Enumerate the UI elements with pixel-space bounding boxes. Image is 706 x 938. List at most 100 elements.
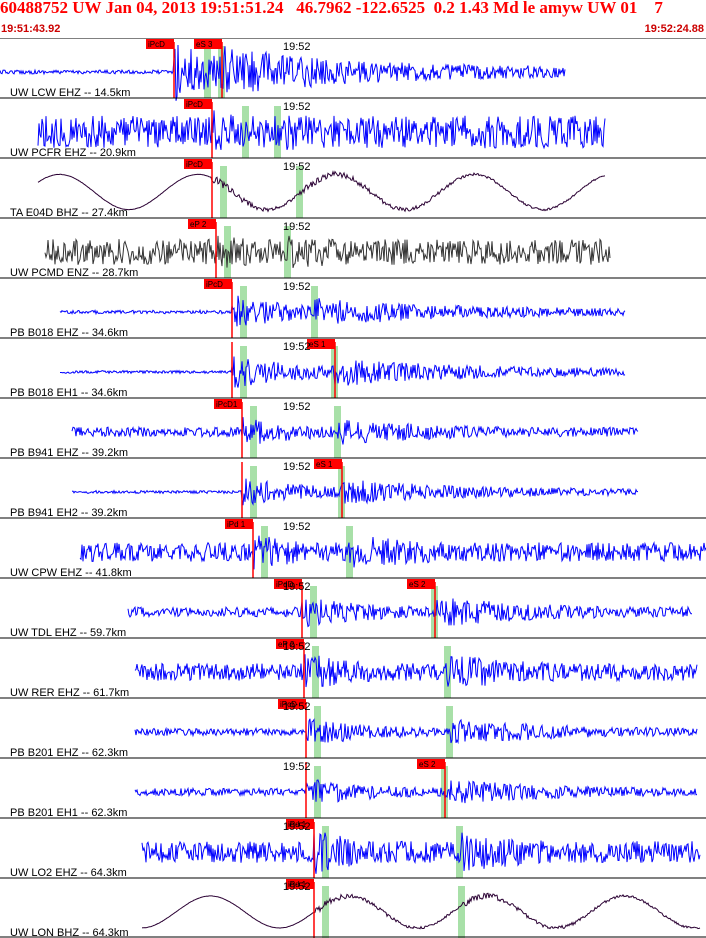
trace-panel: iPcD 19:52 UW PCFR EHZ -- 20.9km xyxy=(0,97,706,159)
p-pick-flag xyxy=(146,39,174,49)
s-pick-flag xyxy=(407,579,435,589)
channel-label: UW RER EHZ -- 61.7km xyxy=(10,687,129,699)
channel-label: PB B201 EHZ -- 62.3km xyxy=(10,747,128,759)
p-pick-label: iPd 1 xyxy=(227,520,246,529)
channel-label: UW LO2 EHZ -- 64.3km xyxy=(10,867,127,879)
waveform xyxy=(71,417,639,445)
time-tick-label: 19:52 xyxy=(283,761,311,773)
channel-label: UW PCMD ENZ -- 28.7km xyxy=(10,267,138,279)
event-title: 60488752 UW Jan 04, 2013 19:51:51.24 46.… xyxy=(0,0,663,17)
time-tick-label: 19:52 xyxy=(283,821,311,833)
p-pick-flag xyxy=(278,699,306,709)
s-pick-label: eS 1 xyxy=(309,340,326,349)
channel-label: PB B018 EH1 -- 34.6km xyxy=(10,387,127,399)
s-pick-flag xyxy=(417,759,445,769)
p-pick-label: iPdD xyxy=(276,580,294,589)
time-tick-label: 19:52 xyxy=(283,341,311,353)
waveform xyxy=(71,478,639,506)
channel-label: PB B941 EH2 -- 39.2km xyxy=(10,507,127,519)
s-window xyxy=(458,886,465,938)
s-window xyxy=(444,646,451,698)
time-tick-label: 19:52 xyxy=(283,401,311,413)
p-pick-flag xyxy=(286,879,314,889)
p-pick-label: iPd 1 xyxy=(288,820,307,829)
p-pick-label: iPcD1 xyxy=(216,400,238,409)
p-pick-label: iPd 1 xyxy=(288,880,307,889)
trace-panel: eP 2 19:52 UW PCMD ENZ -- 28.7km xyxy=(0,217,706,279)
trace-panel: iPcD1 19:52 PB B941 EHZ -- 39.2km xyxy=(0,397,706,459)
trace-panel: iPdD eS 2 19:52 UW TDL EHZ -- 59.7km xyxy=(0,577,706,639)
p-pick-label: iPcD xyxy=(206,280,223,289)
channel-label: PB B201 EH1 -- 62.3km xyxy=(10,807,127,819)
p-pick-flag xyxy=(274,579,302,589)
p-window xyxy=(240,286,247,338)
p-window xyxy=(322,886,329,938)
s-window xyxy=(334,406,341,458)
waveform xyxy=(79,535,706,570)
time-tick-label: 19:52 xyxy=(283,521,311,533)
time-tick-label: 19:52 xyxy=(283,41,311,53)
channel-label: UW LCW EHZ -- 14.5km xyxy=(10,87,130,99)
time-tick-label: 19:52 xyxy=(283,281,311,293)
trace-panel: eS 119:52 PB B018 EH1 -- 34.6km xyxy=(0,337,706,399)
waveform xyxy=(60,356,626,388)
time-tick-label: 19:52 xyxy=(283,101,311,113)
time-tick-label: 19:52 xyxy=(283,881,311,893)
s-pick-label: eS 2 xyxy=(409,580,426,589)
time-tick-label: 19:52 xyxy=(283,641,311,653)
s-window xyxy=(456,826,463,878)
time-tick-label: 19:52 xyxy=(283,701,311,713)
p-pick-flag xyxy=(286,819,314,829)
window-end-time: 19:52:24.88 xyxy=(644,23,704,35)
trace-panel: iPd 119:52 UW LO2 EHZ -- 64.3km xyxy=(0,817,706,879)
p-pick-flag xyxy=(184,159,212,169)
channel-label: PB B018 EHZ -- 34.6km xyxy=(10,327,128,339)
channel-label: UW LON BHZ -- 64.3km xyxy=(10,927,129,938)
channel-label: TA E04D BHZ -- 27.4km xyxy=(10,207,128,219)
waveform xyxy=(134,718,698,745)
s-pick-label: eS 2 xyxy=(419,760,436,769)
p-pick-label: iPcD xyxy=(148,40,165,49)
trace-panel: eS 1 19:52 PB B941 EH2 -- 39.2km xyxy=(0,457,706,519)
p-window xyxy=(261,526,268,578)
waveform xyxy=(141,832,701,874)
s-pick-label: eS 3 xyxy=(196,40,213,49)
time-tick-label: 19:52 xyxy=(283,461,311,473)
trace-panel: iPcD 19:52 TA E04D BHZ -- 27.4km xyxy=(0,157,706,219)
p-pick-flag xyxy=(184,99,212,109)
time-tick-label: 19:52 xyxy=(283,161,311,173)
p-pick-label: eP 2 xyxy=(190,220,207,229)
trace-panel: iPd 119:52 UW LON BHZ -- 64.3km xyxy=(0,877,706,938)
s-pick-flag xyxy=(307,339,335,349)
p-pick-flag xyxy=(204,279,232,289)
seismogram-plot[interactable]: iPcD eS 3 19:52 UW LCW EHZ -- 14.5km iPcD 19:… xyxy=(0,38,706,938)
p-window xyxy=(204,46,211,98)
s-pick-flag xyxy=(194,39,222,49)
trace-panel: eS 2 19:52 PB B201 EH1 -- 62.3km xyxy=(0,757,706,819)
p-window xyxy=(314,706,321,758)
waveform xyxy=(127,598,692,628)
waveform xyxy=(134,654,698,688)
p-pick-label: iPcD xyxy=(186,100,203,109)
trace-panel: eP 219:52 UW RER EHZ -- 61.7km xyxy=(0,637,706,699)
p-pick-flag xyxy=(276,639,304,649)
waveform xyxy=(59,295,626,327)
trace-panel: iPcD 19:52 PB B018 EHZ -- 34.6km xyxy=(0,277,706,339)
time-tick-label: 19:52 xyxy=(283,581,311,593)
trace-panel: iPd 1 19:52 UW CPW EHZ -- 41.8km xyxy=(0,517,706,579)
channel-label: UW CPW EHZ -- 41.8km xyxy=(10,567,132,579)
p-pick-label: eP 2 xyxy=(278,640,295,649)
p-pick-label: iPcD xyxy=(186,160,203,169)
p-pick-flag xyxy=(225,519,253,529)
p-window xyxy=(220,166,227,218)
p-pick-flag xyxy=(188,219,216,229)
time-tick-label: 19:52 xyxy=(283,221,311,233)
p-window xyxy=(312,646,319,698)
waveform xyxy=(0,44,566,101)
p-window xyxy=(310,586,317,638)
channel-label: PB B941 EHZ -- 39.2km xyxy=(10,447,128,459)
waveform xyxy=(37,170,606,213)
waveform xyxy=(134,779,698,804)
s-pick-label: eS 1 xyxy=(316,460,333,469)
